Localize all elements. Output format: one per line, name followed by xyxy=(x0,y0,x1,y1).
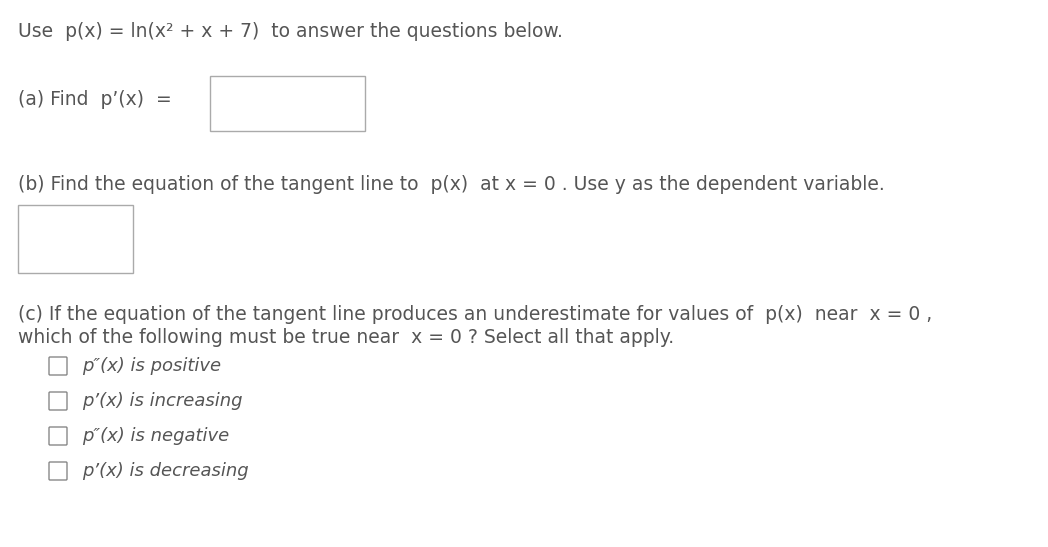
Text: Use  p(x) = ln(x² + x + 7)  to answer the questions below.: Use p(x) = ln(x² + x + 7) to answer the … xyxy=(18,22,563,41)
Text: p″(x) is negative: p″(x) is negative xyxy=(82,427,230,445)
FancyBboxPatch shape xyxy=(49,427,67,445)
Text: (a) Find  p’(x)  =: (a) Find p’(x) = xyxy=(18,90,172,109)
Text: p’(x) is decreasing: p’(x) is decreasing xyxy=(82,462,248,480)
FancyBboxPatch shape xyxy=(49,392,67,410)
Text: p″(x) is positive: p″(x) is positive xyxy=(82,357,221,375)
Text: (b) Find the equation of the tangent line to  p(x)  at x = 0 . Use y as the depe: (b) Find the equation of the tangent lin… xyxy=(18,175,885,194)
Text: which of the following must be true near  x = 0 ? Select all that apply.: which of the following must be true near… xyxy=(18,328,674,347)
Text: p’(x) is increasing: p’(x) is increasing xyxy=(82,392,242,410)
FancyBboxPatch shape xyxy=(49,357,67,375)
Bar xyxy=(18,205,133,273)
Bar xyxy=(210,76,365,131)
Text: (c) If the equation of the tangent line produces an underestimate for values of : (c) If the equation of the tangent line … xyxy=(18,305,933,324)
FancyBboxPatch shape xyxy=(49,462,67,480)
